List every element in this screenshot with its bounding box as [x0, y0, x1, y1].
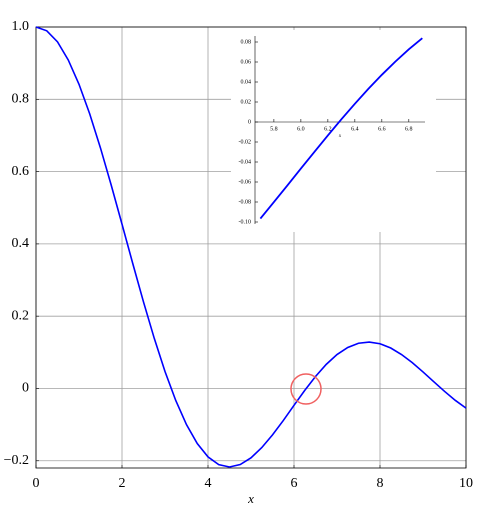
y-tick-label: 0.04	[241, 79, 252, 85]
y-tick-label: -0.04	[239, 159, 252, 165]
y-tick-label: 0.4	[12, 236, 30, 251]
x-tick-label: 4	[205, 476, 212, 491]
y-tick-label: 0.02	[241, 99, 252, 105]
x-tick-label: 6.4	[351, 126, 359, 132]
x-tick-label: 8	[377, 476, 384, 491]
y-tick-label: -0.06	[239, 179, 252, 185]
x-tick-label: 2	[119, 476, 126, 491]
y-tick-label: 0.6	[12, 164, 30, 179]
inset-plot: 0.08 0.06 0.04 0.02 0 -0.02 -0.04 -0.06 -0.08 -0.…	[239, 36, 425, 225]
y-tick-label: 1.0	[12, 19, 30, 34]
y-tick-label: 0.08	[241, 39, 252, 45]
x-tick-label: 6.2	[324, 126, 332, 132]
x-tick-label: 6.8	[405, 126, 413, 132]
x-axis-label: x	[338, 134, 342, 139]
inset-background	[231, 30, 436, 232]
x-tick-label: 0	[33, 476, 40, 491]
y-tick-label: -0.02	[239, 139, 252, 145]
highlight-circle	[290, 373, 322, 405]
y-tick-label: 0.8	[12, 92, 30, 107]
y-tick-label: -0.08	[239, 199, 252, 205]
plot-frame	[35, 26, 467, 469]
x-tick-label: 5.8	[270, 126, 278, 132]
x-tick-label: 6	[291, 476, 298, 491]
y-tick-label: 0	[248, 119, 251, 125]
data-line	[259, 37, 423, 220]
x-tick-label: 6.6	[378, 126, 386, 132]
x-tick-label: 6.0	[297, 126, 305, 132]
y-tick-label: -0.10	[239, 219, 252, 225]
main-plot: 1.0 0.8 0.6 0.4 0.2 0 −0.2 0 2 4 6 8 10 x	[4, 19, 473, 506]
y-tick-label: 0.2	[12, 308, 30, 323]
data-line	[35, 26, 467, 468]
x-axis-label: x	[247, 491, 254, 506]
y-tick-label: −0.2	[4, 453, 29, 468]
y-tick-label: 0.06	[241, 59, 252, 65]
y-tick-label: 0	[22, 381, 29, 396]
x-tick-label: 10	[459, 476, 473, 491]
